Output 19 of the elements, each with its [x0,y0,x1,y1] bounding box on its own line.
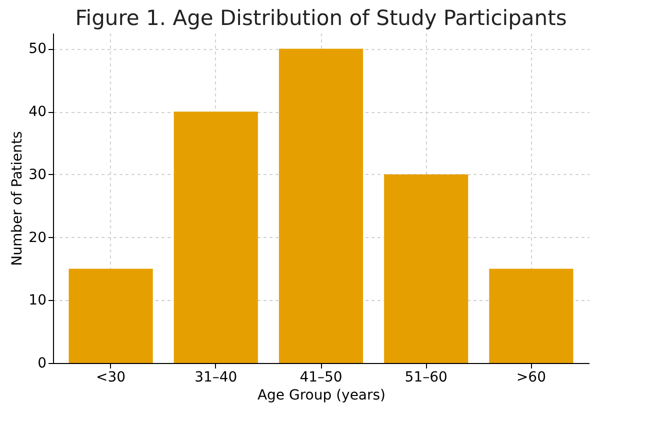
y-tick-label: 0 [38,356,46,372]
y-tick-label: 30 [28,166,46,183]
x-tick-label: 31–40 [194,370,238,386]
bar [278,48,364,363]
x-tick-label: 41–50 [300,370,342,386]
chart-title: Figure 1. Age Distribution of Study Participants [75,6,567,30]
x-tick-label: <30 [96,370,126,386]
y-tick-label: 10 [28,292,46,309]
y-tick-label: 40 [28,104,46,120]
bar [68,268,153,363]
bar [384,174,468,363]
y-axis-title: Number of Patients [10,131,26,266]
x-tick-label: >60 [516,370,546,386]
x-tick-label: 51–60 [404,370,448,386]
bar [489,268,574,363]
y-tick-label: 20 [28,230,46,246]
x-axis-title: Age Group (years) [257,388,386,404]
bar [174,112,258,363]
y-tick-label: 50 [28,41,46,58]
